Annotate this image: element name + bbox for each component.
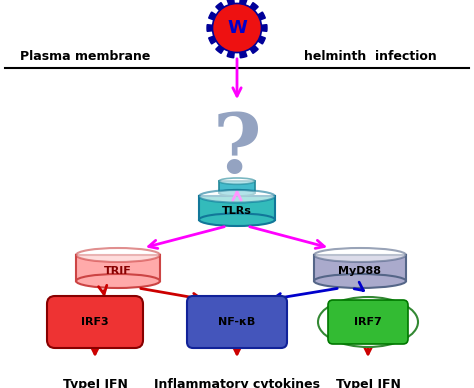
Bar — [199, 196, 275, 220]
Ellipse shape — [318, 297, 418, 347]
Polygon shape — [216, 45, 224, 54]
Text: IRF7: IRF7 — [354, 317, 382, 327]
Text: Inflammatory cytokines: Inflammatory cytokines — [154, 378, 320, 388]
Polygon shape — [257, 12, 265, 20]
FancyBboxPatch shape — [47, 296, 143, 348]
Polygon shape — [227, 0, 234, 5]
Polygon shape — [227, 51, 234, 58]
FancyBboxPatch shape — [187, 296, 287, 348]
Ellipse shape — [314, 274, 406, 288]
Text: TypeⅠ IFN: TypeⅠ IFN — [63, 378, 128, 388]
Text: ?: ? — [213, 110, 261, 190]
Ellipse shape — [76, 248, 160, 262]
Text: TRIF: TRIF — [104, 266, 132, 276]
Text: Plasma membrane: Plasma membrane — [20, 50, 150, 63]
Ellipse shape — [199, 213, 275, 226]
Polygon shape — [240, 0, 247, 5]
Polygon shape — [209, 36, 217, 44]
Bar — [76, 255, 160, 281]
Circle shape — [214, 5, 260, 51]
Polygon shape — [240, 51, 247, 58]
Ellipse shape — [219, 190, 255, 196]
Bar — [219, 181, 255, 193]
Text: NF-κB: NF-κB — [219, 317, 255, 327]
Polygon shape — [261, 25, 267, 31]
Text: TLRs: TLRs — [222, 206, 252, 216]
Text: W: W — [227, 19, 247, 37]
Ellipse shape — [314, 248, 406, 262]
Ellipse shape — [219, 178, 255, 184]
Polygon shape — [209, 12, 217, 20]
Text: IRF3: IRF3 — [81, 317, 109, 327]
Text: helminth  infection: helminth infection — [304, 50, 437, 63]
Polygon shape — [216, 3, 224, 11]
FancyBboxPatch shape — [328, 300, 408, 344]
Polygon shape — [207, 25, 213, 31]
Text: TypeⅠ IFN: TypeⅠ IFN — [336, 378, 401, 388]
Ellipse shape — [76, 274, 160, 288]
Ellipse shape — [199, 190, 275, 203]
Polygon shape — [257, 36, 265, 44]
Polygon shape — [250, 3, 258, 11]
Bar — [314, 255, 406, 281]
Polygon shape — [250, 45, 258, 54]
Text: MyD88: MyD88 — [338, 266, 382, 276]
